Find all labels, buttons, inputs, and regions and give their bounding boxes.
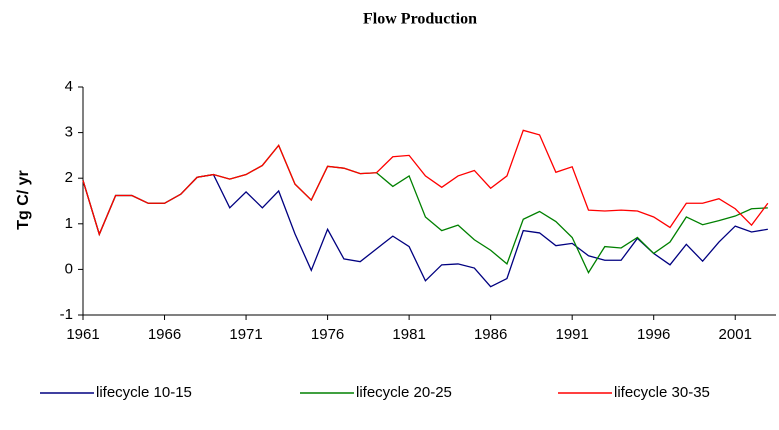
series-line bbox=[82, 173, 768, 288]
legend-label: lifecycle 10-15 bbox=[96, 384, 192, 401]
x-tick-label: 1976 bbox=[311, 326, 344, 343]
y-tick-label: 2 bbox=[65, 169, 73, 186]
x-tick-label: 1966 bbox=[148, 326, 181, 343]
x-tick-label: 1986 bbox=[474, 326, 507, 343]
y-tick-label: 1 bbox=[65, 215, 73, 232]
chart-title: Flow Production bbox=[363, 11, 477, 28]
x-tick-label: 1961 bbox=[66, 326, 99, 343]
x-tick-label: 2001 bbox=[719, 326, 752, 343]
y-tick-label: -1 bbox=[60, 306, 73, 323]
y-tick-label: 3 bbox=[65, 124, 73, 141]
series-line bbox=[82, 144, 768, 274]
legend-label: lifecycle 20-25 bbox=[356, 384, 452, 401]
x-tick-label: 1996 bbox=[637, 326, 670, 343]
x-tick-label: 1981 bbox=[392, 326, 425, 343]
y-tick-label: 4 bbox=[65, 78, 73, 95]
x-tick-label: 1971 bbox=[229, 326, 262, 343]
x-tick-label: 1991 bbox=[555, 326, 588, 343]
series-line bbox=[82, 129, 769, 237]
y-tick-label: 0 bbox=[65, 260, 73, 277]
legend-label: lifecycle 30-35 bbox=[614, 384, 710, 401]
y-axis-label: Tg C/ yr bbox=[15, 170, 32, 230]
